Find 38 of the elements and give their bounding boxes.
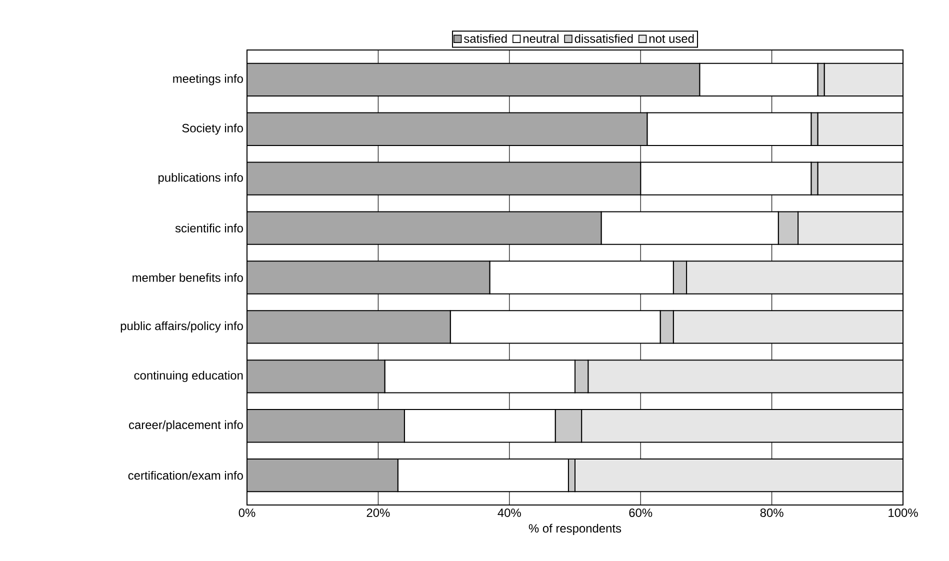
bar [246, 360, 386, 394]
legend-label: satisfied [464, 34, 507, 43]
bar [824, 62, 904, 96]
legend-label: dissatisfied [574, 34, 633, 43]
bar [246, 112, 648, 146]
bar [246, 310, 451, 344]
x-tick-label: 40% [498, 508, 521, 517]
bar [574, 458, 904, 492]
legend-label: neutral [523, 34, 558, 43]
y-tick-label: Society info [182, 124, 243, 135]
x-tick-label: 100% [888, 508, 918, 517]
y-tick-label: continuing education [134, 370, 243, 382]
bar [798, 211, 904, 245]
bar [686, 260, 904, 294]
x-tick-label: 60% [629, 508, 652, 517]
bar [817, 112, 904, 146]
y-tick-label: meetings info [173, 74, 243, 86]
y-tick-label: certification/exam info [128, 470, 243, 480]
bar [672, 310, 904, 344]
bar [817, 162, 904, 196]
y-tick-label: scientific info [175, 224, 243, 232]
x-tick-label: 20% [366, 508, 390, 517]
bar [246, 260, 490, 294]
bar [588, 360, 904, 394]
bar [246, 162, 642, 196]
bar [581, 409, 904, 443]
bar [246, 458, 398, 492]
x-tick-label: 80% [760, 508, 784, 517]
legend-label: not used [649, 34, 694, 43]
x-tick-label: 0% [238, 508, 256, 517]
y-tick-label: public affairs/policy info [120, 321, 243, 333]
bar [246, 62, 700, 96]
y-tick-label: publications info [158, 173, 243, 184]
bar [246, 409, 405, 443]
x-axis-title: % of respondents [528, 524, 622, 535]
y-tick-label: career/placement info [129, 420, 243, 432]
bar [246, 211, 602, 245]
y-tick-label: member benefits info [132, 273, 243, 282]
